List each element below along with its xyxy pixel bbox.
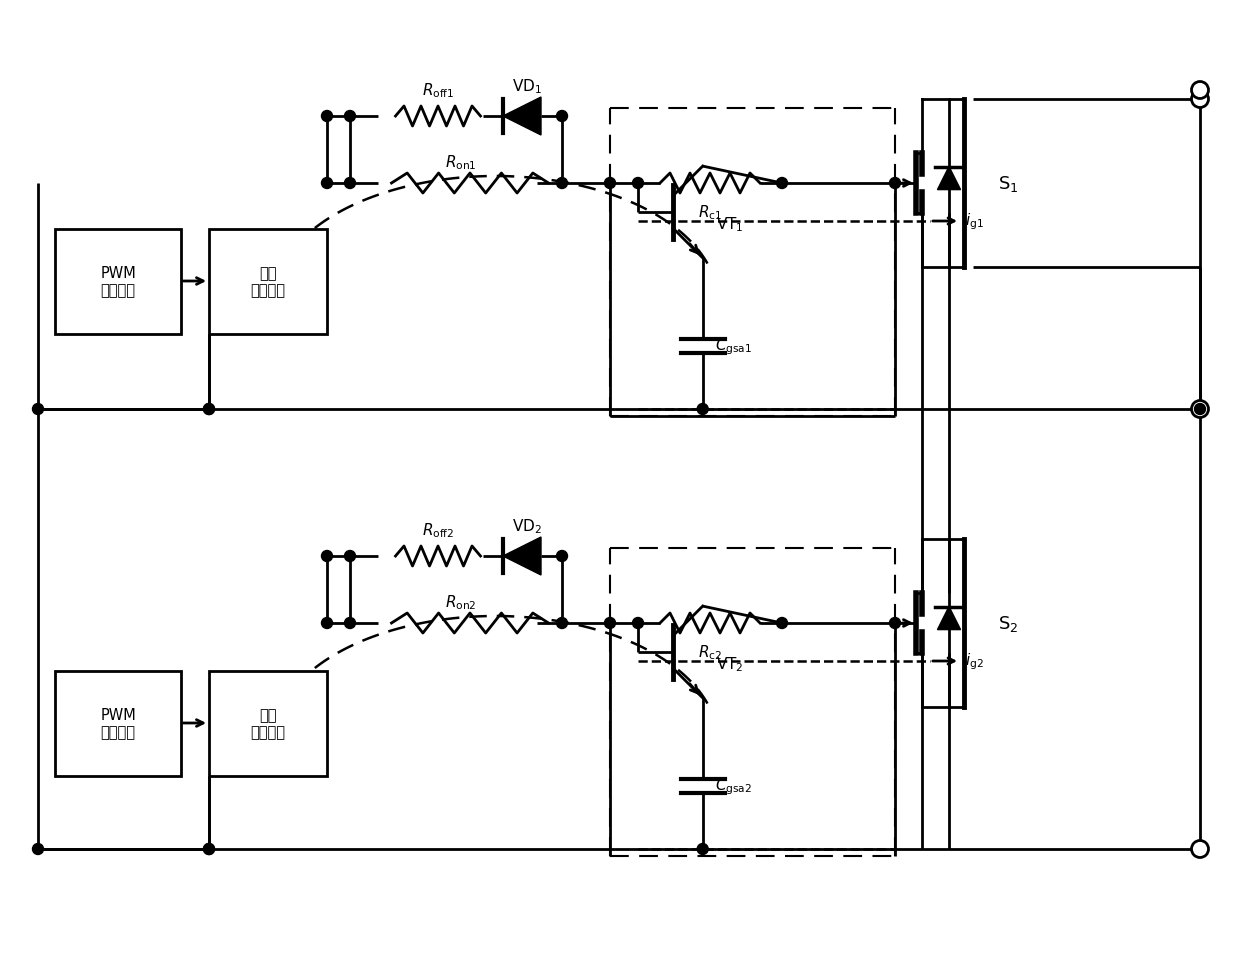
Text: $\mathrm{VD}_2$: $\mathrm{VD}_2$ bbox=[512, 517, 542, 535]
Circle shape bbox=[605, 179, 615, 189]
Text: $R_{\mathrm{off2}}$: $R_{\mathrm{off2}}$ bbox=[422, 521, 454, 539]
Circle shape bbox=[776, 179, 787, 189]
Circle shape bbox=[557, 551, 568, 562]
Text: $R_{\mathrm{off1}}$: $R_{\mathrm{off1}}$ bbox=[422, 82, 454, 100]
Circle shape bbox=[321, 551, 332, 562]
Text: $R_{\mathrm{c2}}$: $R_{\mathrm{c2}}$ bbox=[698, 642, 722, 661]
Polygon shape bbox=[503, 537, 541, 576]
Text: $R_{\mathrm{c1}}$: $R_{\mathrm{c1}}$ bbox=[698, 203, 722, 221]
Circle shape bbox=[321, 618, 332, 628]
Circle shape bbox=[605, 618, 615, 628]
Circle shape bbox=[1194, 404, 1205, 415]
Text: PWM
驱动信号: PWM 驱动信号 bbox=[100, 707, 136, 739]
Circle shape bbox=[321, 111, 332, 122]
Bar bbox=[56, 230, 181, 334]
Text: $C_{\mathrm{gsa1}}$: $C_{\mathrm{gsa1}}$ bbox=[714, 336, 751, 357]
Circle shape bbox=[557, 618, 568, 628]
Circle shape bbox=[32, 844, 43, 854]
Text: $\mathrm{VT}_2$: $\mathrm{VT}_2$ bbox=[717, 655, 744, 674]
Text: 下管
驱动电路: 下管 驱动电路 bbox=[250, 707, 285, 739]
Text: $i_{\mathrm{g1}}$: $i_{\mathrm{g1}}$ bbox=[965, 211, 983, 232]
Circle shape bbox=[321, 179, 332, 189]
Circle shape bbox=[345, 111, 356, 122]
Circle shape bbox=[203, 404, 215, 415]
Circle shape bbox=[345, 551, 356, 562]
Text: $\mathrm{S}_1$: $\mathrm{S}_1$ bbox=[998, 174, 1019, 194]
Text: $R_{\mathrm{on1}}$: $R_{\mathrm{on1}}$ bbox=[445, 153, 477, 172]
Circle shape bbox=[1192, 83, 1209, 99]
Circle shape bbox=[697, 844, 708, 854]
Circle shape bbox=[632, 179, 644, 189]
Circle shape bbox=[889, 179, 900, 189]
Circle shape bbox=[203, 404, 215, 415]
Bar bbox=[210, 230, 327, 334]
Text: $i_{\mathrm{g2}}$: $i_{\mathrm{g2}}$ bbox=[965, 651, 983, 672]
Circle shape bbox=[32, 404, 43, 415]
Circle shape bbox=[557, 111, 568, 122]
Text: PWM
驱动信号: PWM 驱动信号 bbox=[100, 265, 136, 298]
Circle shape bbox=[203, 844, 215, 854]
Polygon shape bbox=[503, 98, 541, 136]
Bar bbox=[56, 671, 181, 776]
Circle shape bbox=[345, 618, 356, 628]
Circle shape bbox=[557, 179, 568, 189]
Circle shape bbox=[345, 179, 356, 189]
Circle shape bbox=[697, 404, 708, 415]
Text: $\mathrm{VT}_1$: $\mathrm{VT}_1$ bbox=[717, 215, 744, 234]
Text: $\mathrm{VD}_1$: $\mathrm{VD}_1$ bbox=[512, 77, 542, 96]
Circle shape bbox=[1192, 91, 1209, 109]
Text: $R_{\mathrm{on2}}$: $R_{\mathrm{on2}}$ bbox=[445, 593, 477, 611]
Circle shape bbox=[203, 844, 215, 854]
Polygon shape bbox=[937, 606, 961, 630]
Text: $\mathrm{S}_2$: $\mathrm{S}_2$ bbox=[998, 613, 1018, 633]
Circle shape bbox=[889, 618, 900, 628]
Circle shape bbox=[776, 618, 787, 628]
Circle shape bbox=[1192, 841, 1209, 857]
Circle shape bbox=[1192, 401, 1209, 418]
Text: 上管
驱动电路: 上管 驱动电路 bbox=[250, 265, 285, 298]
Bar bbox=[210, 671, 327, 776]
Circle shape bbox=[632, 618, 644, 628]
Text: $C_{\mathrm{gsa2}}$: $C_{\mathrm{gsa2}}$ bbox=[714, 776, 751, 797]
Polygon shape bbox=[937, 167, 961, 190]
